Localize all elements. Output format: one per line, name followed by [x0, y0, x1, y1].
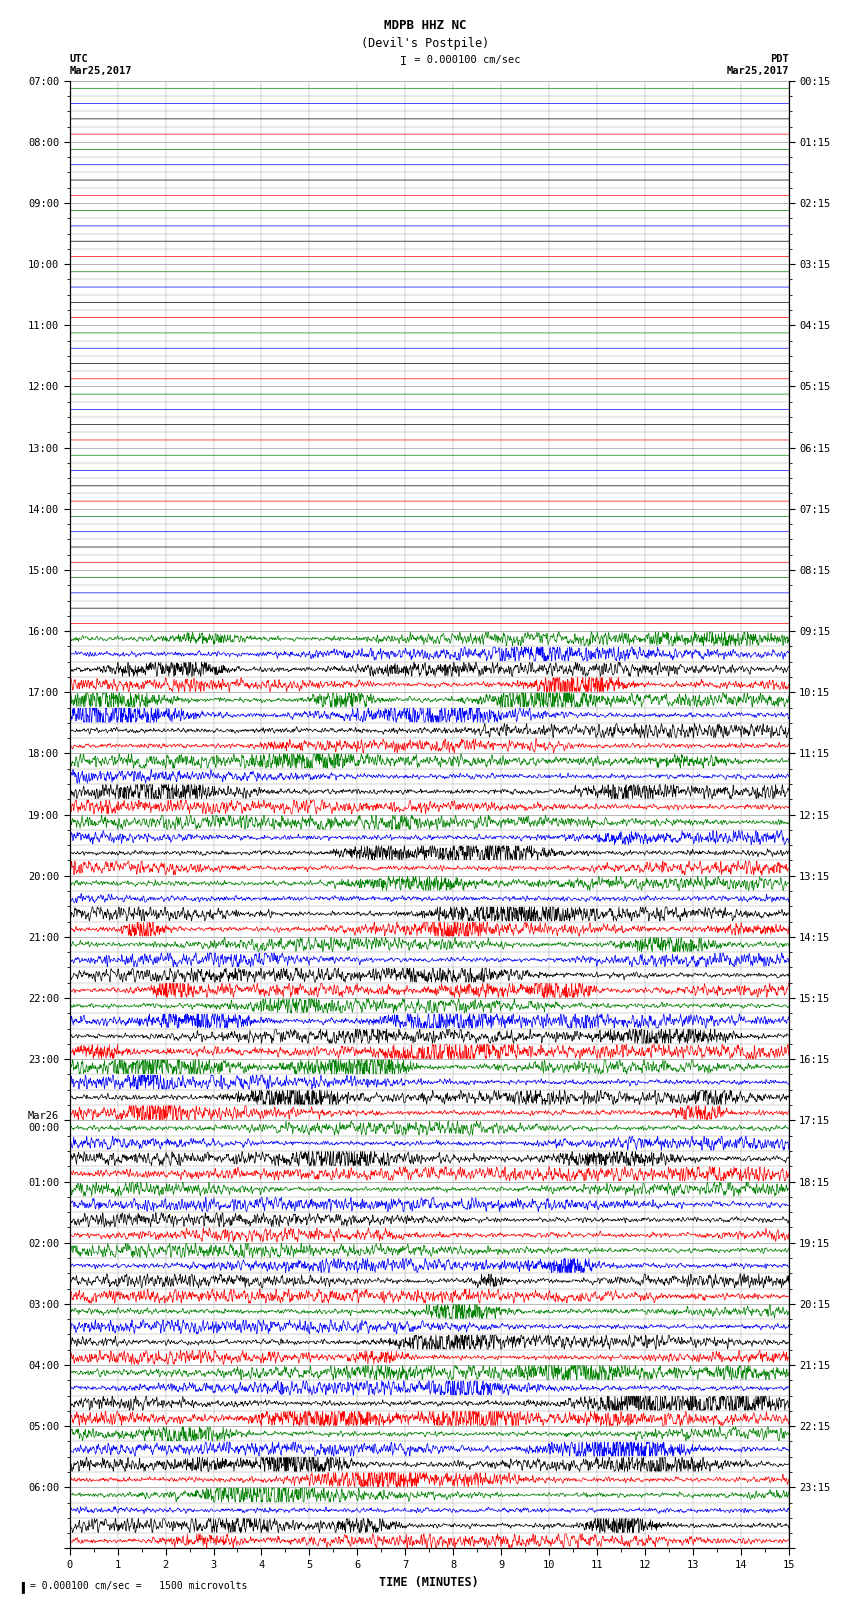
Text: I: I	[400, 55, 407, 68]
Text: ▌: ▌	[21, 1581, 27, 1592]
Text: = 0.000100 cm/sec: = 0.000100 cm/sec	[408, 55, 520, 65]
Text: PDT
Mar25,2017: PDT Mar25,2017	[726, 55, 789, 76]
Text: (Devil's Postpile): (Devil's Postpile)	[361, 37, 489, 50]
Text: = 0.000100 cm/sec =   1500 microvolts: = 0.000100 cm/sec = 1500 microvolts	[30, 1581, 247, 1590]
Text: UTC
Mar25,2017: UTC Mar25,2017	[70, 55, 133, 76]
X-axis label: TIME (MINUTES): TIME (MINUTES)	[379, 1576, 479, 1589]
Text: MDPB HHZ NC: MDPB HHZ NC	[383, 19, 467, 32]
